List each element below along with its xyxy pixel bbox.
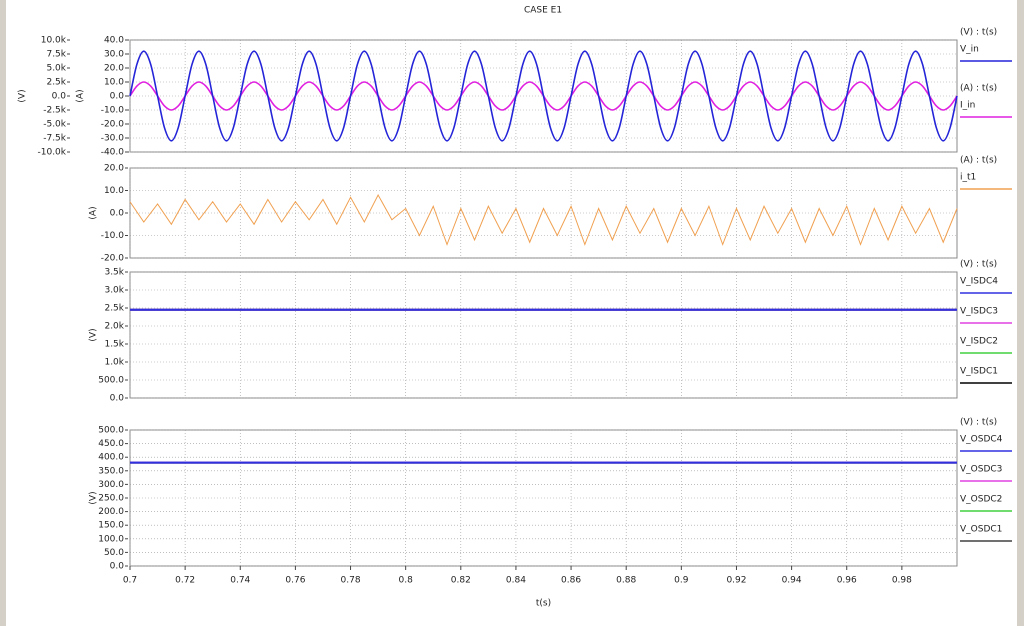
y-tick-label: 250.0 <box>98 494 124 504</box>
y-tick-label: 7.5k <box>46 50 66 60</box>
series-line <box>129 193 958 246</box>
y-tick-label: 2.5k <box>104 304 124 314</box>
window-border <box>1017 0 1024 626</box>
legend-title: (V) : t(s) <box>960 260 997 270</box>
axis-label: (V) <box>18 89 28 102</box>
y-tick-label: 3.0k <box>104 286 124 296</box>
x-tick-label: 0.76 <box>285 576 305 586</box>
axis-label: (V) <box>89 328 99 341</box>
y-tick-label: 300.0 <box>98 480 124 490</box>
legend-title: (A) : t(s) <box>960 156 997 166</box>
axis-label: (A) <box>76 89 86 102</box>
y-tick-label: 150.0 <box>98 521 124 531</box>
y-tick-label: 0.0 <box>110 209 125 219</box>
y-tick-label: 3.5k <box>104 268 124 278</box>
y-tick-label: -2.5k <box>43 106 67 116</box>
window-border <box>0 0 6 626</box>
legend-label: V_OSDC2 <box>960 495 1002 505</box>
legend-label: V_ISDC3 <box>960 307 998 317</box>
y-tick-label: 1.5k <box>104 340 124 350</box>
y-tick-label: -10.0k <box>38 148 67 158</box>
legend-label: i_t1 <box>960 173 976 183</box>
y-tick-label: 5.0k <box>46 64 66 74</box>
y-tick-label: 500.0 <box>98 426 124 436</box>
y2-tick-label: -20.0 <box>101 120 125 130</box>
y2-tick-label: -40.0 <box>101 148 125 158</box>
y2-tick-label: 40.0 <box>104 36 124 46</box>
chart-title: CASE E1 <box>524 6 562 16</box>
y-tick-label: 10.0k <box>41 36 67 46</box>
legend-label: V_OSDC3 <box>960 465 1002 475</box>
y-tick-label: 0.0 <box>52 92 67 102</box>
y-tick-label: 500.0 <box>98 376 124 386</box>
y-tick-label: 0.0 <box>110 562 125 572</box>
plot-area <box>129 167 958 259</box>
y2-tick-label: -10.0 <box>101 106 125 116</box>
axis-label: (A) <box>89 206 99 219</box>
x-axis-label: t(s) <box>536 599 551 609</box>
x-tick-label: 0.84 <box>506 576 526 586</box>
x-tick-label: 0.9 <box>674 576 689 586</box>
x-tick-label: 0.72 <box>175 576 195 586</box>
axis-label: (V) <box>89 491 99 504</box>
y-tick-label: 400.0 <box>98 453 124 463</box>
legend-label: I_in <box>960 101 975 111</box>
y-tick-label: 0.0 <box>110 394 125 404</box>
legend-label: V_ISDC1 <box>960 367 998 377</box>
legend-label: V_OSDC1 <box>960 525 1002 535</box>
x-tick-label: 0.94 <box>782 576 802 586</box>
y2-tick-label: 0.0 <box>110 92 125 102</box>
legend-label: V_in <box>960 45 979 55</box>
y-tick-label: 450.0 <box>98 439 124 449</box>
y-tick-label: -5.0k <box>43 120 67 130</box>
y2-tick-label: 30.0 <box>104 50 124 60</box>
y2-tick-label: 10.0 <box>104 78 124 88</box>
legend-label: V_OSDC4 <box>960 435 1003 445</box>
x-tick-label: 0.7 <box>123 576 137 586</box>
y-tick-label: 20.0 <box>104 164 124 174</box>
legend-title: (A) : t(s) <box>960 84 997 94</box>
y-tick-label: 1.0k <box>104 358 124 368</box>
x-tick-label: 0.8 <box>399 576 414 586</box>
x-tick-label: 0.92 <box>726 576 746 586</box>
y-tick-label: 2.5k <box>46 78 66 88</box>
y-tick-label: 200.0 <box>98 507 124 517</box>
legend-title: (V) : t(s) <box>960 418 997 428</box>
y-tick-label: 100.0 <box>98 534 124 544</box>
y-tick-label: 2.0k <box>104 322 124 332</box>
y-tick-label: 50.0 <box>104 548 124 558</box>
x-tick-label: 0.82 <box>451 576 471 586</box>
legend-label: V_ISDC2 <box>960 337 998 347</box>
series-line <box>129 50 958 142</box>
legend-title: (V) : t(s) <box>960 28 997 38</box>
x-tick-label: 0.96 <box>837 576 857 586</box>
plot-area <box>129 429 958 567</box>
y2-tick-label: 20.0 <box>104 64 124 74</box>
y-tick-label: 350.0 <box>98 466 124 476</box>
legend-label: V_ISDC4 <box>960 277 998 287</box>
y2-tick-label: -30.0 <box>101 134 125 144</box>
plot-area <box>129 271 958 399</box>
x-tick-label: 0.88 <box>616 576 636 586</box>
x-tick-label: 0.78 <box>341 576 361 586</box>
y-tick-label: -20.0 <box>101 254 125 264</box>
y-tick-label: -7.5k <box>43 134 67 144</box>
y-tick-label: 10.0 <box>104 186 124 196</box>
y-tick-label: -10.0 <box>101 231 125 241</box>
x-tick-label: 0.74 <box>230 576 250 586</box>
x-tick-label: 0.86 <box>561 576 581 586</box>
x-tick-label: 0.98 <box>892 576 912 586</box>
